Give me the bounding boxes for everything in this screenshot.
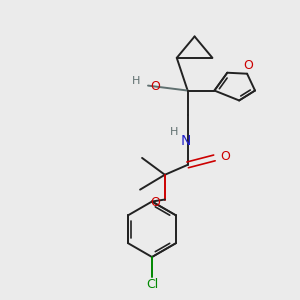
- Text: Cl: Cl: [146, 278, 158, 291]
- Text: O: O: [150, 80, 160, 93]
- Text: H: H: [169, 127, 178, 137]
- Text: H: H: [132, 76, 140, 85]
- Text: O: O: [150, 196, 160, 209]
- Text: O: O: [220, 150, 230, 164]
- Text: N: N: [181, 134, 191, 148]
- Text: O: O: [243, 59, 253, 72]
